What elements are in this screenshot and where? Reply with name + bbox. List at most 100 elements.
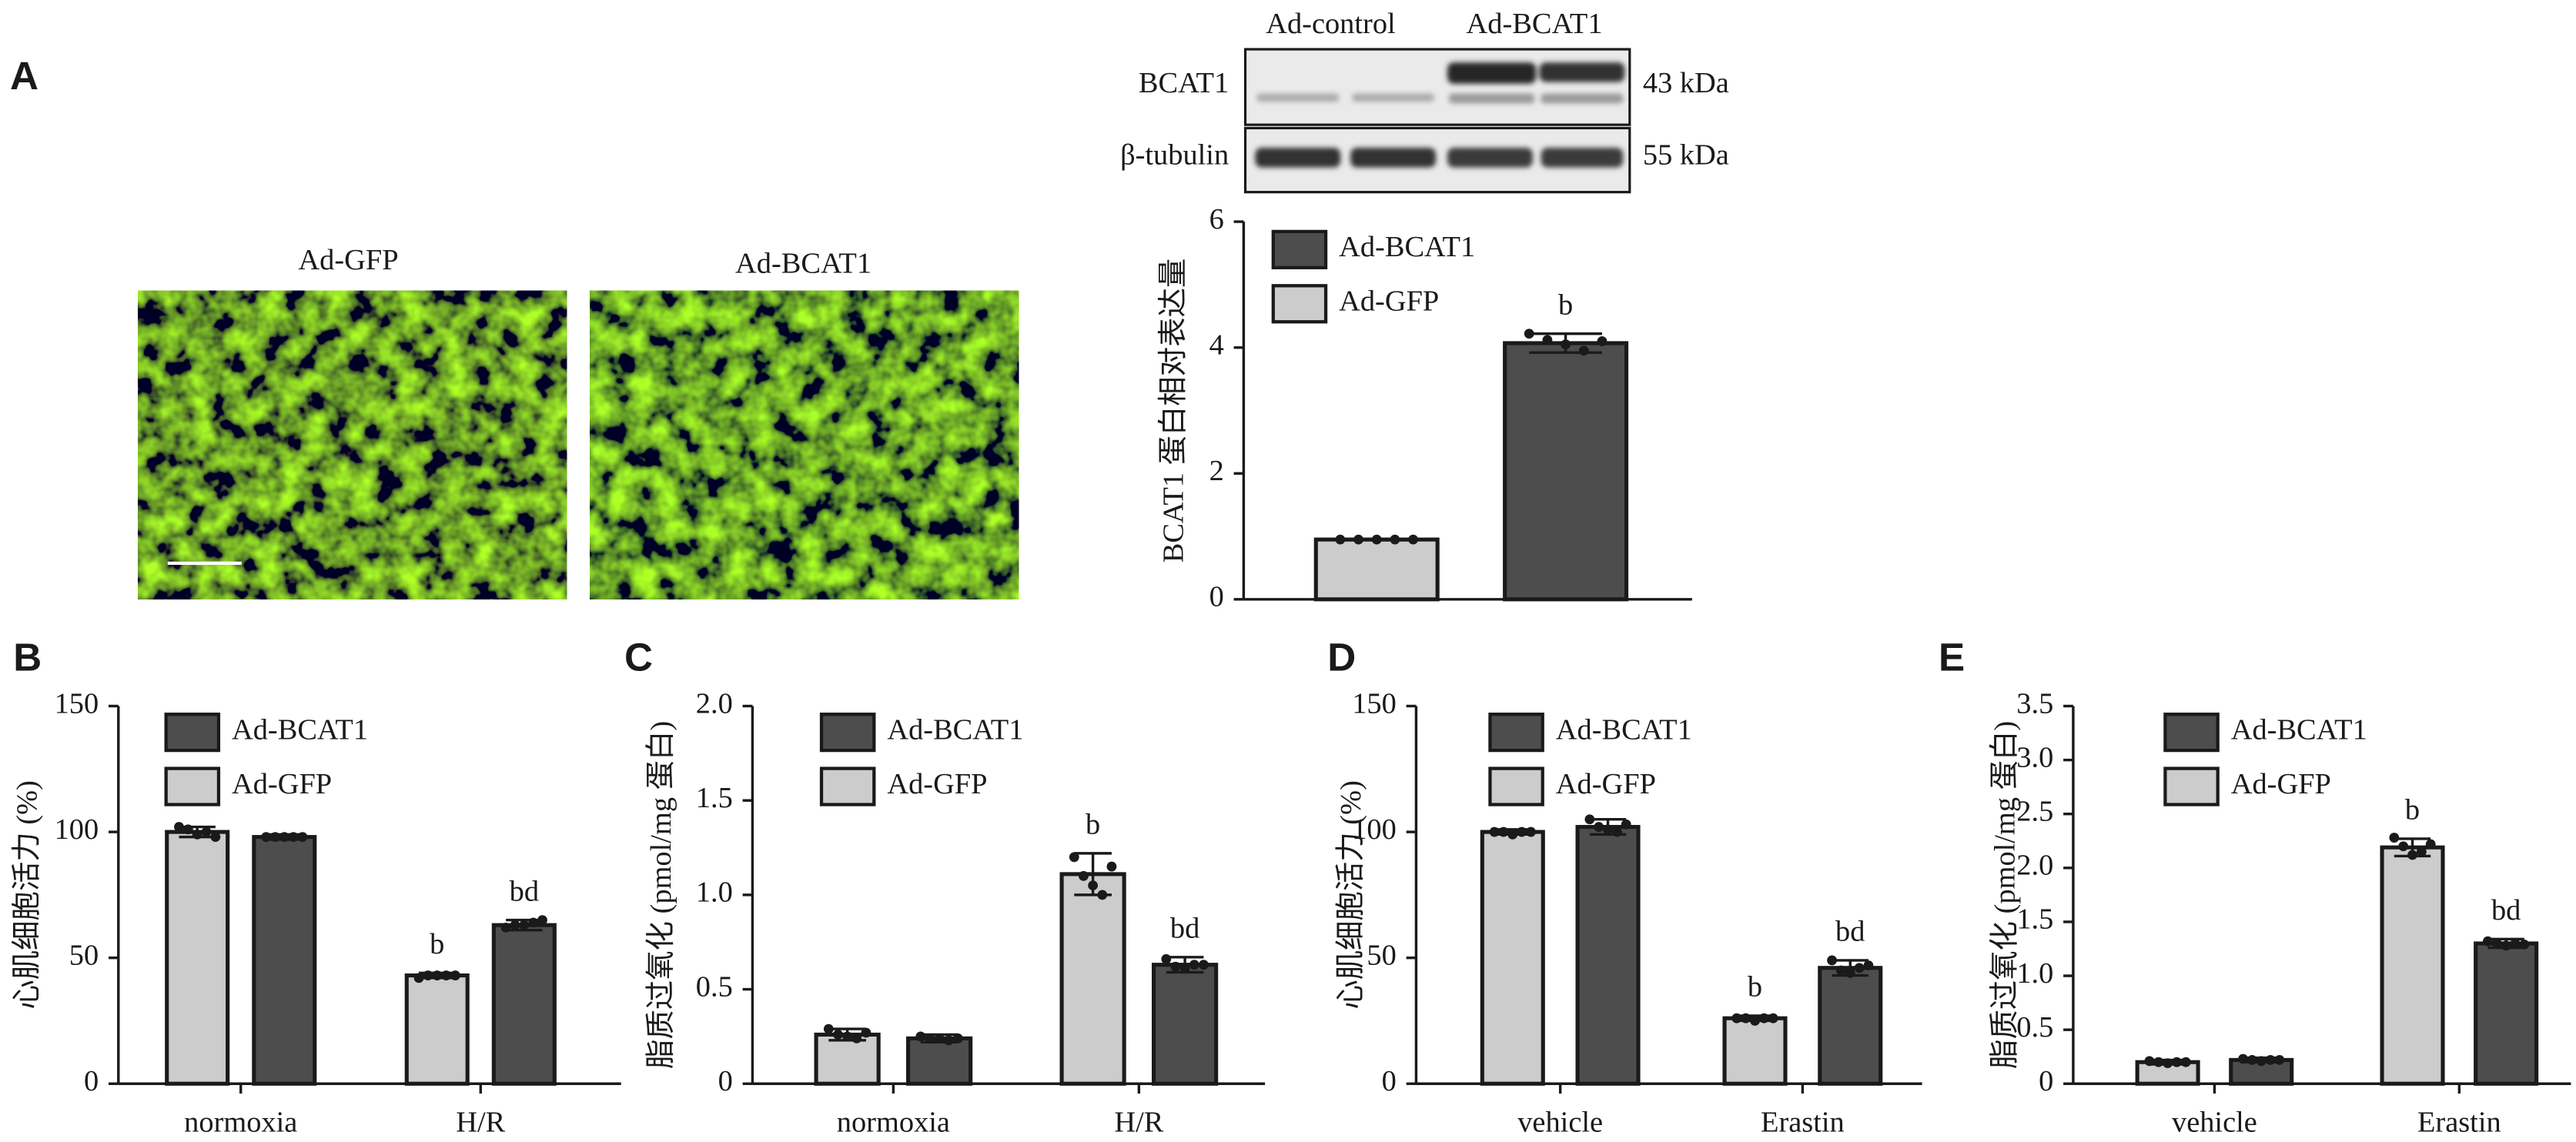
panel-label: D	[1327, 635, 1356, 679]
data-point	[842, 1031, 853, 1042]
data-point	[1526, 826, 1536, 837]
data-point	[519, 920, 530, 930]
data-point	[2416, 846, 2427, 857]
data-point	[1079, 870, 1089, 881]
legend-swatch	[1271, 229, 1328, 269]
data-point	[1584, 814, 1595, 825]
significance-label: b	[1086, 809, 1100, 841]
bar	[1152, 963, 1219, 1086]
data-point	[210, 832, 221, 843]
y-tick-label: 1.0	[696, 877, 733, 909]
data-point	[500, 923, 511, 933]
band	[1447, 62, 1537, 84]
significance-label: b	[1558, 289, 1573, 321]
legend-label: Ad-BCAT1	[887, 713, 1023, 746]
data-point	[1768, 1013, 1778, 1023]
legend-label: Ad-GFP	[887, 768, 987, 800]
data-point	[450, 970, 460, 980]
band	[1255, 148, 1341, 168]
band	[1256, 93, 1340, 102]
bar	[491, 923, 557, 1086]
band	[1447, 148, 1533, 168]
legend-swatch	[164, 713, 221, 753]
data-point	[1597, 336, 1607, 346]
data-point	[510, 920, 520, 930]
significance-label: bd	[1170, 913, 1199, 945]
blot-size: 43 kDa	[1643, 67, 1729, 99]
data-point	[1189, 960, 1199, 970]
y-axis-label: 脂质过氧化 (pmol/mg 蛋白)	[645, 721, 677, 1069]
legend-label: Ad-GFP	[1556, 768, 1656, 800]
data-point	[1863, 960, 1874, 970]
data-point	[1578, 346, 1589, 356]
data-point	[297, 832, 308, 843]
y-tick-label: 2.0	[696, 687, 733, 720]
x-tick-label: Erastin	[2417, 1106, 2501, 1138]
y-tick-label: 4	[1209, 329, 1224, 361]
bar	[1503, 341, 1629, 602]
data-point	[943, 1035, 954, 1046]
y-tick-label: 0	[718, 1065, 733, 1097]
data-point	[1750, 1016, 1760, 1026]
data-point	[2256, 1056, 2267, 1067]
band	[1352, 93, 1434, 102]
blot-protein: BCAT1	[1139, 67, 1229, 99]
bar	[906, 1036, 973, 1086]
data-point	[2274, 1055, 2285, 1065]
legend-swatch	[164, 766, 221, 806]
y-axis-label: 心肌细胞活力 (%)	[1334, 780, 1367, 1009]
x-tick-label: normoxia	[837, 1106, 950, 1138]
band	[1449, 93, 1535, 104]
data-point	[953, 1033, 963, 1043]
x-tick-label: H/R	[456, 1106, 505, 1138]
data-point	[2501, 940, 2511, 951]
blot-bands	[1255, 62, 1625, 168]
data-point	[1489, 826, 1500, 837]
data-point	[1498, 826, 1509, 837]
data-point	[441, 970, 451, 980]
blot-box	[1243, 48, 1631, 126]
x-tick-label: vehicle	[1517, 1106, 1603, 1138]
data-point	[1161, 953, 1172, 964]
data-point	[1758, 1013, 1769, 1023]
bar	[814, 1032, 881, 1086]
data-point	[2238, 1054, 2248, 1064]
data-point	[1827, 955, 1837, 966]
significance-label: bd	[2491, 894, 2521, 927]
data-point	[2425, 839, 2436, 850]
legend-label: Ad-BCAT1	[1556, 713, 1692, 746]
legend-swatch	[1488, 766, 1544, 806]
blot-group: Ad-BCAT1	[1467, 8, 1603, 40]
data-point	[1199, 960, 1209, 970]
data-point	[1854, 963, 1865, 973]
legend-label: Ad-GFP	[232, 768, 332, 800]
legend-label: Ad-BCAT1	[232, 713, 368, 746]
panel-label: B	[13, 635, 42, 679]
y-axis-label: 脂质过氧化 (pmol/mg 蛋白)	[1989, 721, 2021, 1069]
data-point	[1594, 822, 1604, 832]
legend-swatch	[1271, 284, 1328, 324]
x-tick-label: Erastin	[1761, 1106, 1845, 1138]
y-tick-label: 2.0	[2016, 850, 2053, 882]
data-point	[2163, 1058, 2173, 1069]
band	[1541, 93, 1624, 104]
data-point	[2144, 1056, 2155, 1067]
data-point	[2483, 936, 2493, 947]
data-point	[2180, 1057, 2191, 1067]
bar	[1722, 1016, 1788, 1086]
y-tick-label: 0	[84, 1065, 99, 1097]
bar	[1818, 966, 1883, 1086]
charts: BCAT1 蛋白相对表达量 0 2 4 6 b Ad-BCAT1 Ad-GFP B 心肌细胞活力 …	[10, 203, 2571, 1138]
significance-label: bd	[1835, 916, 1865, 948]
data-point	[1390, 534, 1400, 545]
data-point	[833, 1030, 843, 1040]
data-point	[1069, 852, 1079, 863]
data-point	[1408, 534, 1418, 545]
y-tick-label: 0	[1209, 581, 1224, 613]
band	[1539, 62, 1625, 82]
bar	[252, 835, 317, 1086]
legend-label: Ad-GFP	[1339, 286, 1439, 318]
data-point	[2407, 850, 2417, 860]
data-point	[2153, 1057, 2164, 1067]
